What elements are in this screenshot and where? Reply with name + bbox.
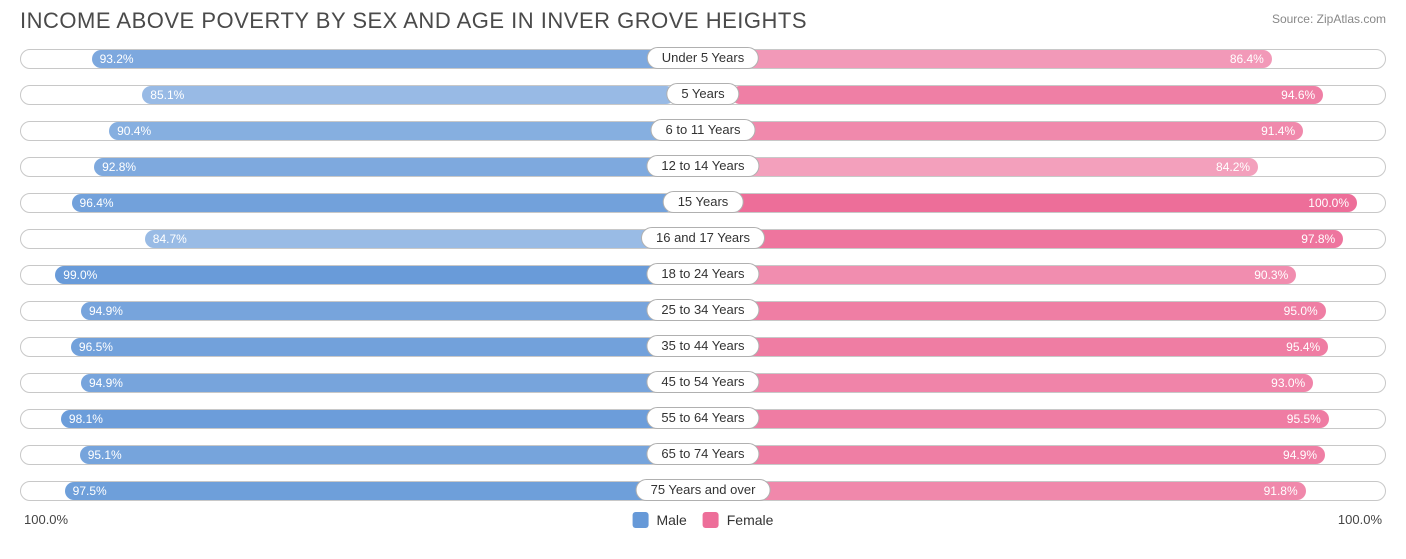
legend-label-female: Female [727,512,774,528]
value-female: 90.3% [731,266,1296,284]
chart-row: 95.1% 94.9%65 to 74 Years [20,438,1386,471]
category-label: 15 Years [663,191,744,213]
chart-legend: Male Female [633,512,774,528]
chart-row: 94.9% 93.0%45 to 54 Years [20,366,1386,399]
value-female: 97.8% [731,230,1343,248]
chart-row: 97.5% 91.8%75 Years and over [20,474,1386,507]
chart-row: 85.1% 94.6%5 Years [20,78,1386,111]
category-label: 45 to 54 Years [646,371,759,393]
chart-row: 92.8% 84.2%12 to 14 Years [20,150,1386,183]
legend-item-female: Female [703,512,774,528]
category-label: 55 to 64 Years [646,407,759,429]
value-male: 94.9% [81,302,675,320]
category-label: 18 to 24 Years [646,263,759,285]
value-female: 86.4% [731,50,1272,68]
category-label: 12 to 14 Years [646,155,759,177]
legend-swatch-male [633,512,649,528]
category-label: 16 and 17 Years [641,227,765,249]
value-female: 94.9% [731,446,1325,464]
value-male: 90.4% [109,122,675,140]
category-label: 6 to 11 Years [651,119,756,141]
legend-label-male: Male [656,512,686,528]
value-male: 92.8% [94,158,675,176]
category-label: Under 5 Years [647,47,759,69]
value-female: 95.0% [731,302,1326,320]
chart-row: 94.9% 95.0%25 to 34 Years [20,294,1386,327]
diverging-bar-chart: 93.2% 86.4%Under 5 Years 85.1% 94.6%5 Years… [0,42,1406,507]
chart-row: 96.5% 95.4%35 to 44 Years [20,330,1386,363]
chart-row: 93.2% 86.4%Under 5 Years [20,42,1386,75]
value-male: 93.2% [92,50,675,68]
axis-label-left: 100.0% [24,512,68,527]
value-male: 97.5% [65,482,675,500]
value-female: 91.4% [731,122,1303,140]
chart-row: 96.4% 100.0%15 Years [20,186,1386,219]
category-label: 65 to 74 Years [646,443,759,465]
value-female: 84.2% [731,158,1258,176]
value-female: 95.5% [731,410,1329,428]
chart-title: INCOME ABOVE POVERTY BY SEX AND AGE IN I… [20,8,807,34]
value-female: 100.0% [731,194,1357,212]
category-label: 75 Years and over [636,479,771,501]
chart-row: 98.1% 95.5%55 to 64 Years [20,402,1386,435]
value-female: 95.4% [731,338,1328,356]
chart-footer: 100.0% Male Female 100.0% [0,510,1406,540]
legend-item-male: Male [633,512,687,528]
category-label: 35 to 44 Years [646,335,759,357]
category-label: 5 Years [666,83,739,105]
chart-row: 99.0% 90.3%18 to 24 Years [20,258,1386,291]
chart-row: 90.4% 91.4%6 to 11 Years [20,114,1386,147]
axis-label-right: 100.0% [1338,512,1382,527]
chart-header: INCOME ABOVE POVERTY BY SEX AND AGE IN I… [0,0,1406,42]
value-male: 96.4% [72,194,675,212]
value-female: 93.0% [731,374,1313,392]
value-male: 96.5% [71,338,675,356]
value-female: 91.8% [731,482,1306,500]
value-male: 98.1% [61,410,675,428]
value-male: 99.0% [55,266,675,284]
value-male: 84.7% [145,230,675,248]
value-male: 94.9% [81,374,675,392]
chart-source: Source: ZipAtlas.com [1272,12,1386,26]
legend-swatch-female [703,512,719,528]
value-female: 94.6% [731,86,1323,104]
value-male: 95.1% [80,446,675,464]
category-label: 25 to 34 Years [646,299,759,321]
chart-row: 84.7% 97.8%16 and 17 Years [20,222,1386,255]
value-male: 85.1% [142,86,675,104]
